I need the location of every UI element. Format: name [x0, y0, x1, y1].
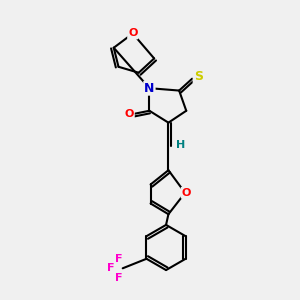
Text: O: O: [182, 188, 191, 198]
Text: F: F: [116, 273, 123, 283]
Text: O: O: [128, 28, 137, 38]
Text: N: N: [144, 82, 154, 95]
Text: S: S: [194, 70, 203, 83]
Text: O: O: [124, 109, 134, 119]
Text: H: H: [176, 140, 185, 150]
Text: F: F: [116, 254, 123, 264]
Text: F: F: [107, 263, 115, 273]
